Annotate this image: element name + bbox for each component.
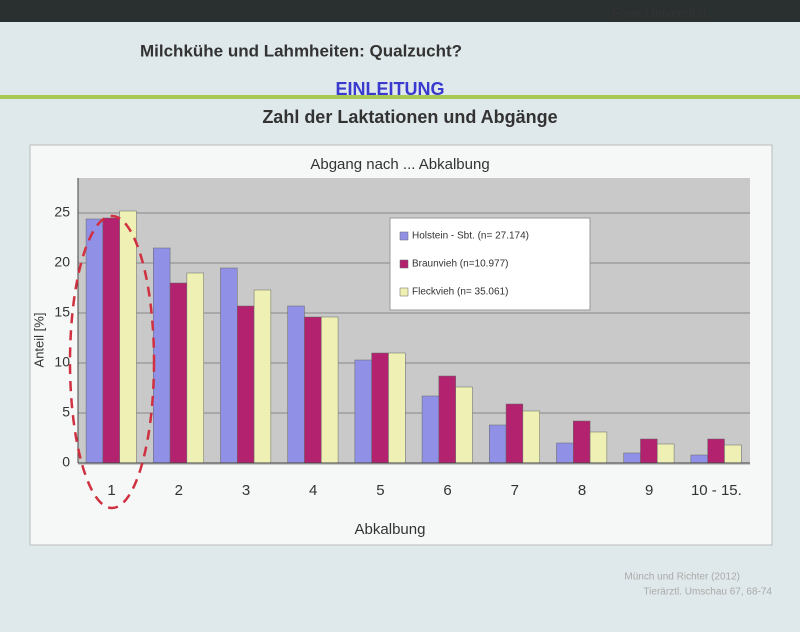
x-tick-label: 4 (309, 482, 317, 499)
bar (237, 305, 255, 464)
header-rule (0, 95, 800, 99)
y-tick-label: 5 (62, 404, 70, 420)
bar (253, 289, 272, 464)
bar (371, 352, 389, 464)
bar (287, 305, 305, 464)
bar (304, 316, 322, 464)
bar (388, 352, 406, 464)
bar (455, 386, 473, 464)
bar (102, 217, 120, 464)
x-tick-label: 9 (645, 482, 653, 499)
y-tick-label: 15 (54, 304, 70, 320)
x-tick-label: 2 (175, 482, 183, 499)
bar (438, 375, 456, 464)
legend-swatch (399, 287, 409, 297)
slide-heading: Zahl der Laktationen und Abgänge (262, 107, 557, 127)
x-tick-label: 1 (107, 482, 115, 499)
x-tick-label: 7 (511, 482, 519, 499)
bar (85, 218, 104, 464)
y-tick-label: 20 (54, 254, 70, 270)
bar (489, 424, 507, 464)
highlight-ellipse (68, 214, 156, 510)
bar (690, 454, 708, 464)
bar (707, 438, 725, 464)
legend-label: Holstein - Sbt. (n= 27.174) (412, 231, 529, 242)
chart-title: Abgang nach ... Abkalbung (310, 156, 489, 173)
bar (640, 438, 658, 464)
slide-header: Milchkühe und Lahmheiten: Qualzucht? (140, 41, 462, 60)
top-edge (0, 0, 800, 22)
source-line: Münch und Richter (2012) (624, 572, 740, 583)
bar (724, 444, 742, 464)
bar (119, 210, 137, 464)
x-tick-label: 10 - 15. (691, 482, 742, 499)
x-tick-label: 6 (443, 482, 451, 499)
bar (354, 359, 372, 464)
bar (522, 410, 540, 464)
bar (321, 316, 339, 464)
bar (169, 282, 188, 464)
bar (573, 420, 591, 464)
bar (657, 443, 675, 464)
x-tick-label: 3 (242, 482, 250, 499)
legend (389, 217, 591, 311)
y-axis-label: Anteil [%] (31, 313, 46, 368)
bar (505, 403, 524, 464)
y-tick-label: 10 (54, 354, 70, 370)
bar (186, 272, 204, 464)
legend-label: Fleckvieh (n= 35.061) (412, 287, 508, 298)
y-tick-label: 25 (54, 204, 70, 220)
bar (220, 267, 238, 464)
legend-swatch (399, 231, 409, 241)
source-line: Tierärztl. Umschau 67, 68-74 (643, 587, 772, 598)
bar (623, 452, 641, 464)
x-tick-label: 5 (376, 482, 384, 499)
y-tick-label: 0 (62, 454, 70, 470)
legend-label: Braunvieh (n=10.977) (412, 259, 508, 270)
legend-swatch (399, 259, 409, 269)
logo-text: Freie Universität (612, 5, 707, 20)
section-title: EINLEITUNG (335, 79, 444, 99)
x-tick-label: 8 (578, 482, 586, 499)
bar (589, 431, 608, 464)
bar (153, 247, 171, 464)
bar (556, 442, 574, 464)
x-axis-label: Abkalbung (355, 521, 426, 538)
bar (421, 395, 440, 464)
